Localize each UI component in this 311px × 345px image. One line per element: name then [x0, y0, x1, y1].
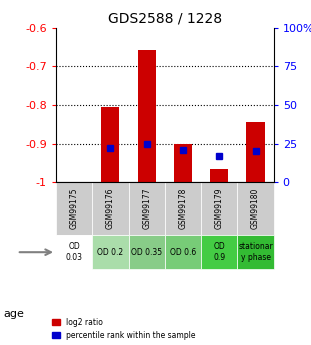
- FancyBboxPatch shape: [92, 182, 128, 235]
- FancyBboxPatch shape: [237, 235, 274, 269]
- Text: GSM99176: GSM99176: [106, 188, 115, 229]
- FancyBboxPatch shape: [237, 182, 274, 235]
- FancyBboxPatch shape: [201, 235, 237, 269]
- Text: OD 0.6: OD 0.6: [170, 248, 196, 257]
- FancyBboxPatch shape: [165, 182, 201, 235]
- Text: OD
0.03: OD 0.03: [66, 243, 83, 262]
- FancyBboxPatch shape: [165, 235, 201, 269]
- Text: GSM99179: GSM99179: [215, 188, 224, 229]
- FancyBboxPatch shape: [92, 235, 128, 269]
- Text: OD 0.2: OD 0.2: [97, 248, 123, 257]
- Bar: [246, 122, 265, 182]
- FancyBboxPatch shape: [56, 182, 92, 235]
- Bar: [137, 50, 156, 182]
- Text: age: age: [3, 309, 24, 319]
- FancyBboxPatch shape: [201, 182, 237, 235]
- Text: GSM99178: GSM99178: [179, 188, 188, 229]
- FancyBboxPatch shape: [128, 182, 165, 235]
- Bar: [174, 144, 192, 182]
- FancyBboxPatch shape: [56, 235, 92, 269]
- FancyBboxPatch shape: [128, 235, 165, 269]
- Text: GSM99175: GSM99175: [70, 188, 79, 229]
- Text: GSM99177: GSM99177: [142, 188, 151, 229]
- Bar: [101, 107, 119, 182]
- Text: OD
0.9: OD 0.9: [213, 243, 225, 262]
- Title: GDS2588 / 1228: GDS2588 / 1228: [108, 11, 222, 25]
- Text: GSM99180: GSM99180: [251, 188, 260, 229]
- Text: stationar
y phase: stationar y phase: [238, 243, 273, 262]
- Bar: [210, 169, 228, 182]
- Legend: log2 ratio, percentile rank within the sample: log2 ratio, percentile rank within the s…: [50, 316, 197, 341]
- Text: OD 0.35: OD 0.35: [131, 248, 162, 257]
